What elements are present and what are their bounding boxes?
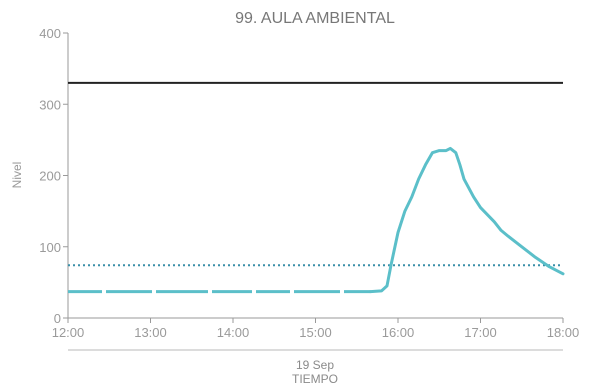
y-tick-label: 400 <box>39 26 61 41</box>
y-axis-label: Nivel <box>10 162 24 189</box>
date-label: 19 Sep <box>296 358 334 372</box>
x-tick-label: 14:00 <box>217 325 250 340</box>
x-tick-label: 17:00 <box>464 325 497 340</box>
chart-title: 99. AULA AMBIENTAL <box>235 10 395 27</box>
series-lines <box>68 146 565 294</box>
x-tick-label: 15:00 <box>299 325 332 340</box>
axes: 0 100 200 300 400 12:00 13:00 14:00 15:00 16:00 17… <box>39 26 579 340</box>
y-tick-label: 300 <box>39 97 61 112</box>
x-tick-label: 12:00 <box>52 325 85 340</box>
y-tick-label: 200 <box>39 169 61 184</box>
series-line <box>369 146 565 294</box>
x-axis-label: TIEMPO <box>292 372 338 386</box>
x-tick-label: 16:00 <box>382 325 415 340</box>
reference-lines <box>68 81 563 267</box>
x-tick-label: 13:00 <box>134 325 167 340</box>
x-tick-label: 18:00 <box>547 325 580 340</box>
y-tick-label: 100 <box>39 240 61 255</box>
y-tick-label: 0 <box>54 311 61 326</box>
